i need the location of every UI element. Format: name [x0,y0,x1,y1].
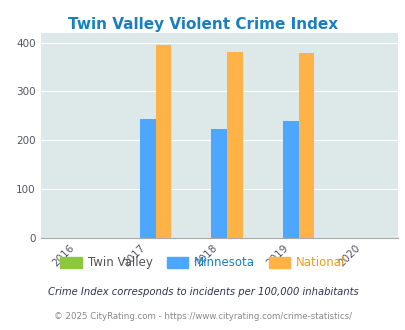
Bar [226,52,242,238]
Text: Crime Index corresponds to incidents per 100,000 inhabitants: Crime Index corresponds to incidents per… [47,287,358,297]
Bar [211,129,226,238]
Bar [282,121,298,238]
Text: Twin Valley Violent Crime Index: Twin Valley Violent Crime Index [68,16,337,31]
Bar [140,119,155,238]
Bar [155,45,171,238]
Bar [298,53,313,238]
Text: © 2025 CityRating.com - https://www.cityrating.com/crime-statistics/: © 2025 CityRating.com - https://www.city… [54,312,351,321]
Legend: Twin Valley, Minnesota, National: Twin Valley, Minnesota, National [55,252,350,274]
